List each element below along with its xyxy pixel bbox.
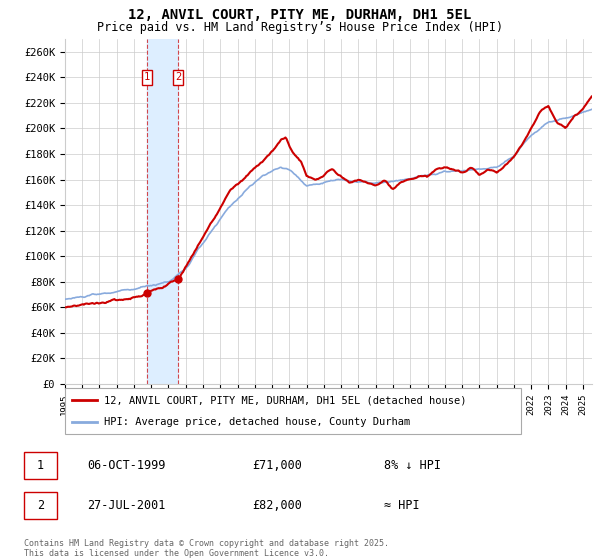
Text: 12, ANVIL COURT, PITY ME, DURHAM, DH1 5EL (detached house): 12, ANVIL COURT, PITY ME, DURHAM, DH1 5E… xyxy=(104,395,466,405)
Text: 12, ANVIL COURT, PITY ME, DURHAM, DH1 5EL: 12, ANVIL COURT, PITY ME, DURHAM, DH1 5E… xyxy=(128,8,472,22)
Text: Contains HM Land Registry data © Crown copyright and database right 2025.
This d: Contains HM Land Registry data © Crown c… xyxy=(24,539,389,558)
Text: ≈ HPI: ≈ HPI xyxy=(384,498,419,512)
FancyBboxPatch shape xyxy=(65,388,521,434)
Bar xyxy=(147,39,178,384)
Text: Price paid vs. HM Land Registry’s House Price Index (HPI): Price paid vs. HM Land Registry’s House … xyxy=(97,21,503,34)
Text: 2: 2 xyxy=(37,498,44,512)
Text: 1: 1 xyxy=(37,459,44,473)
Text: HPI: Average price, detached house, County Durham: HPI: Average price, detached house, Coun… xyxy=(104,417,410,427)
Text: 2: 2 xyxy=(175,72,181,82)
Text: 1: 1 xyxy=(144,72,150,82)
Text: £71,000: £71,000 xyxy=(252,459,302,473)
Text: 06-OCT-1999: 06-OCT-1999 xyxy=(87,459,166,473)
Text: £82,000: £82,000 xyxy=(252,498,302,512)
Text: 27-JUL-2001: 27-JUL-2001 xyxy=(87,498,166,512)
Text: 8% ↓ HPI: 8% ↓ HPI xyxy=(384,459,441,473)
